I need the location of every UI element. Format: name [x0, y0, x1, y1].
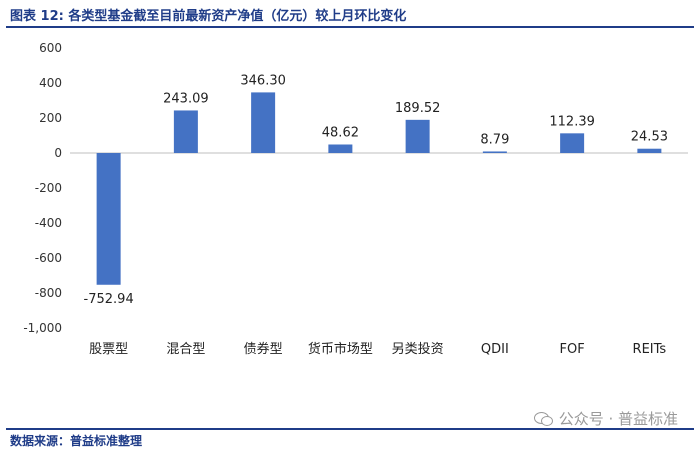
y-tick-label: -800 — [35, 286, 62, 300]
data-label: 346.30 — [240, 73, 286, 88]
data-label: 189.52 — [395, 101, 441, 116]
data-label: 112.39 — [549, 114, 595, 129]
bar — [637, 148, 662, 153]
wechat-icon — [533, 411, 554, 426]
bar — [560, 133, 585, 153]
x-tick-label: 另类投资 — [392, 341, 444, 357]
x-tick-label: REITs — [633, 342, 667, 357]
bar — [251, 92, 276, 153]
x-tick-label: 股票型 — [89, 342, 128, 357]
x-tick-label: FOF — [560, 342, 585, 357]
y-tick-label: -200 — [35, 181, 62, 195]
data-label: 8.79 — [480, 132, 509, 147]
data-label: -752.94 — [84, 292, 134, 307]
bar — [482, 151, 507, 153]
watermark-text: 公众号 · 普益标准 — [558, 410, 678, 428]
title-bar: 图表 12: 各类型基金截至目前最新资产净值（亿元）较上月环比变化 — [6, 4, 694, 28]
bar — [96, 153, 121, 285]
data-label: 24.53 — [631, 130, 668, 145]
footer-divider — [6, 428, 694, 430]
y-tick-label: 400 — [39, 76, 62, 90]
data-label: 243.09 — [163, 91, 209, 106]
bar — [173, 110, 198, 153]
watermark: 公众号 · 普益标准 — [533, 408, 678, 429]
y-tick-label: -400 — [35, 216, 62, 230]
y-tick-label: 200 — [39, 111, 62, 125]
y-tick-label: 0 — [54, 146, 62, 160]
chart-title: 图表 12: 各类型基金截至目前最新资产净值（亿元）较上月环比变化 — [10, 9, 407, 24]
x-tick-label: QDII — [481, 342, 509, 357]
y-tick-label: -1,000 — [23, 321, 62, 335]
bar — [405, 119, 430, 153]
x-tick-label: 货币市场型 — [308, 341, 373, 357]
x-tick-label: 债券型 — [244, 341, 283, 357]
bar — [328, 144, 353, 153]
source-note: 数据来源：普益标准整理 — [10, 434, 143, 448]
bar-chart: 600 400 200 0 -200 -400 -600 -800 -1,000 -752.94 股… — [23, 41, 688, 357]
y-tick-label: -600 — [35, 251, 62, 265]
x-tick-label: 混合型 — [166, 342, 205, 357]
data-label: 48.62 — [322, 125, 359, 140]
y-tick-label: 600 — [39, 41, 62, 55]
